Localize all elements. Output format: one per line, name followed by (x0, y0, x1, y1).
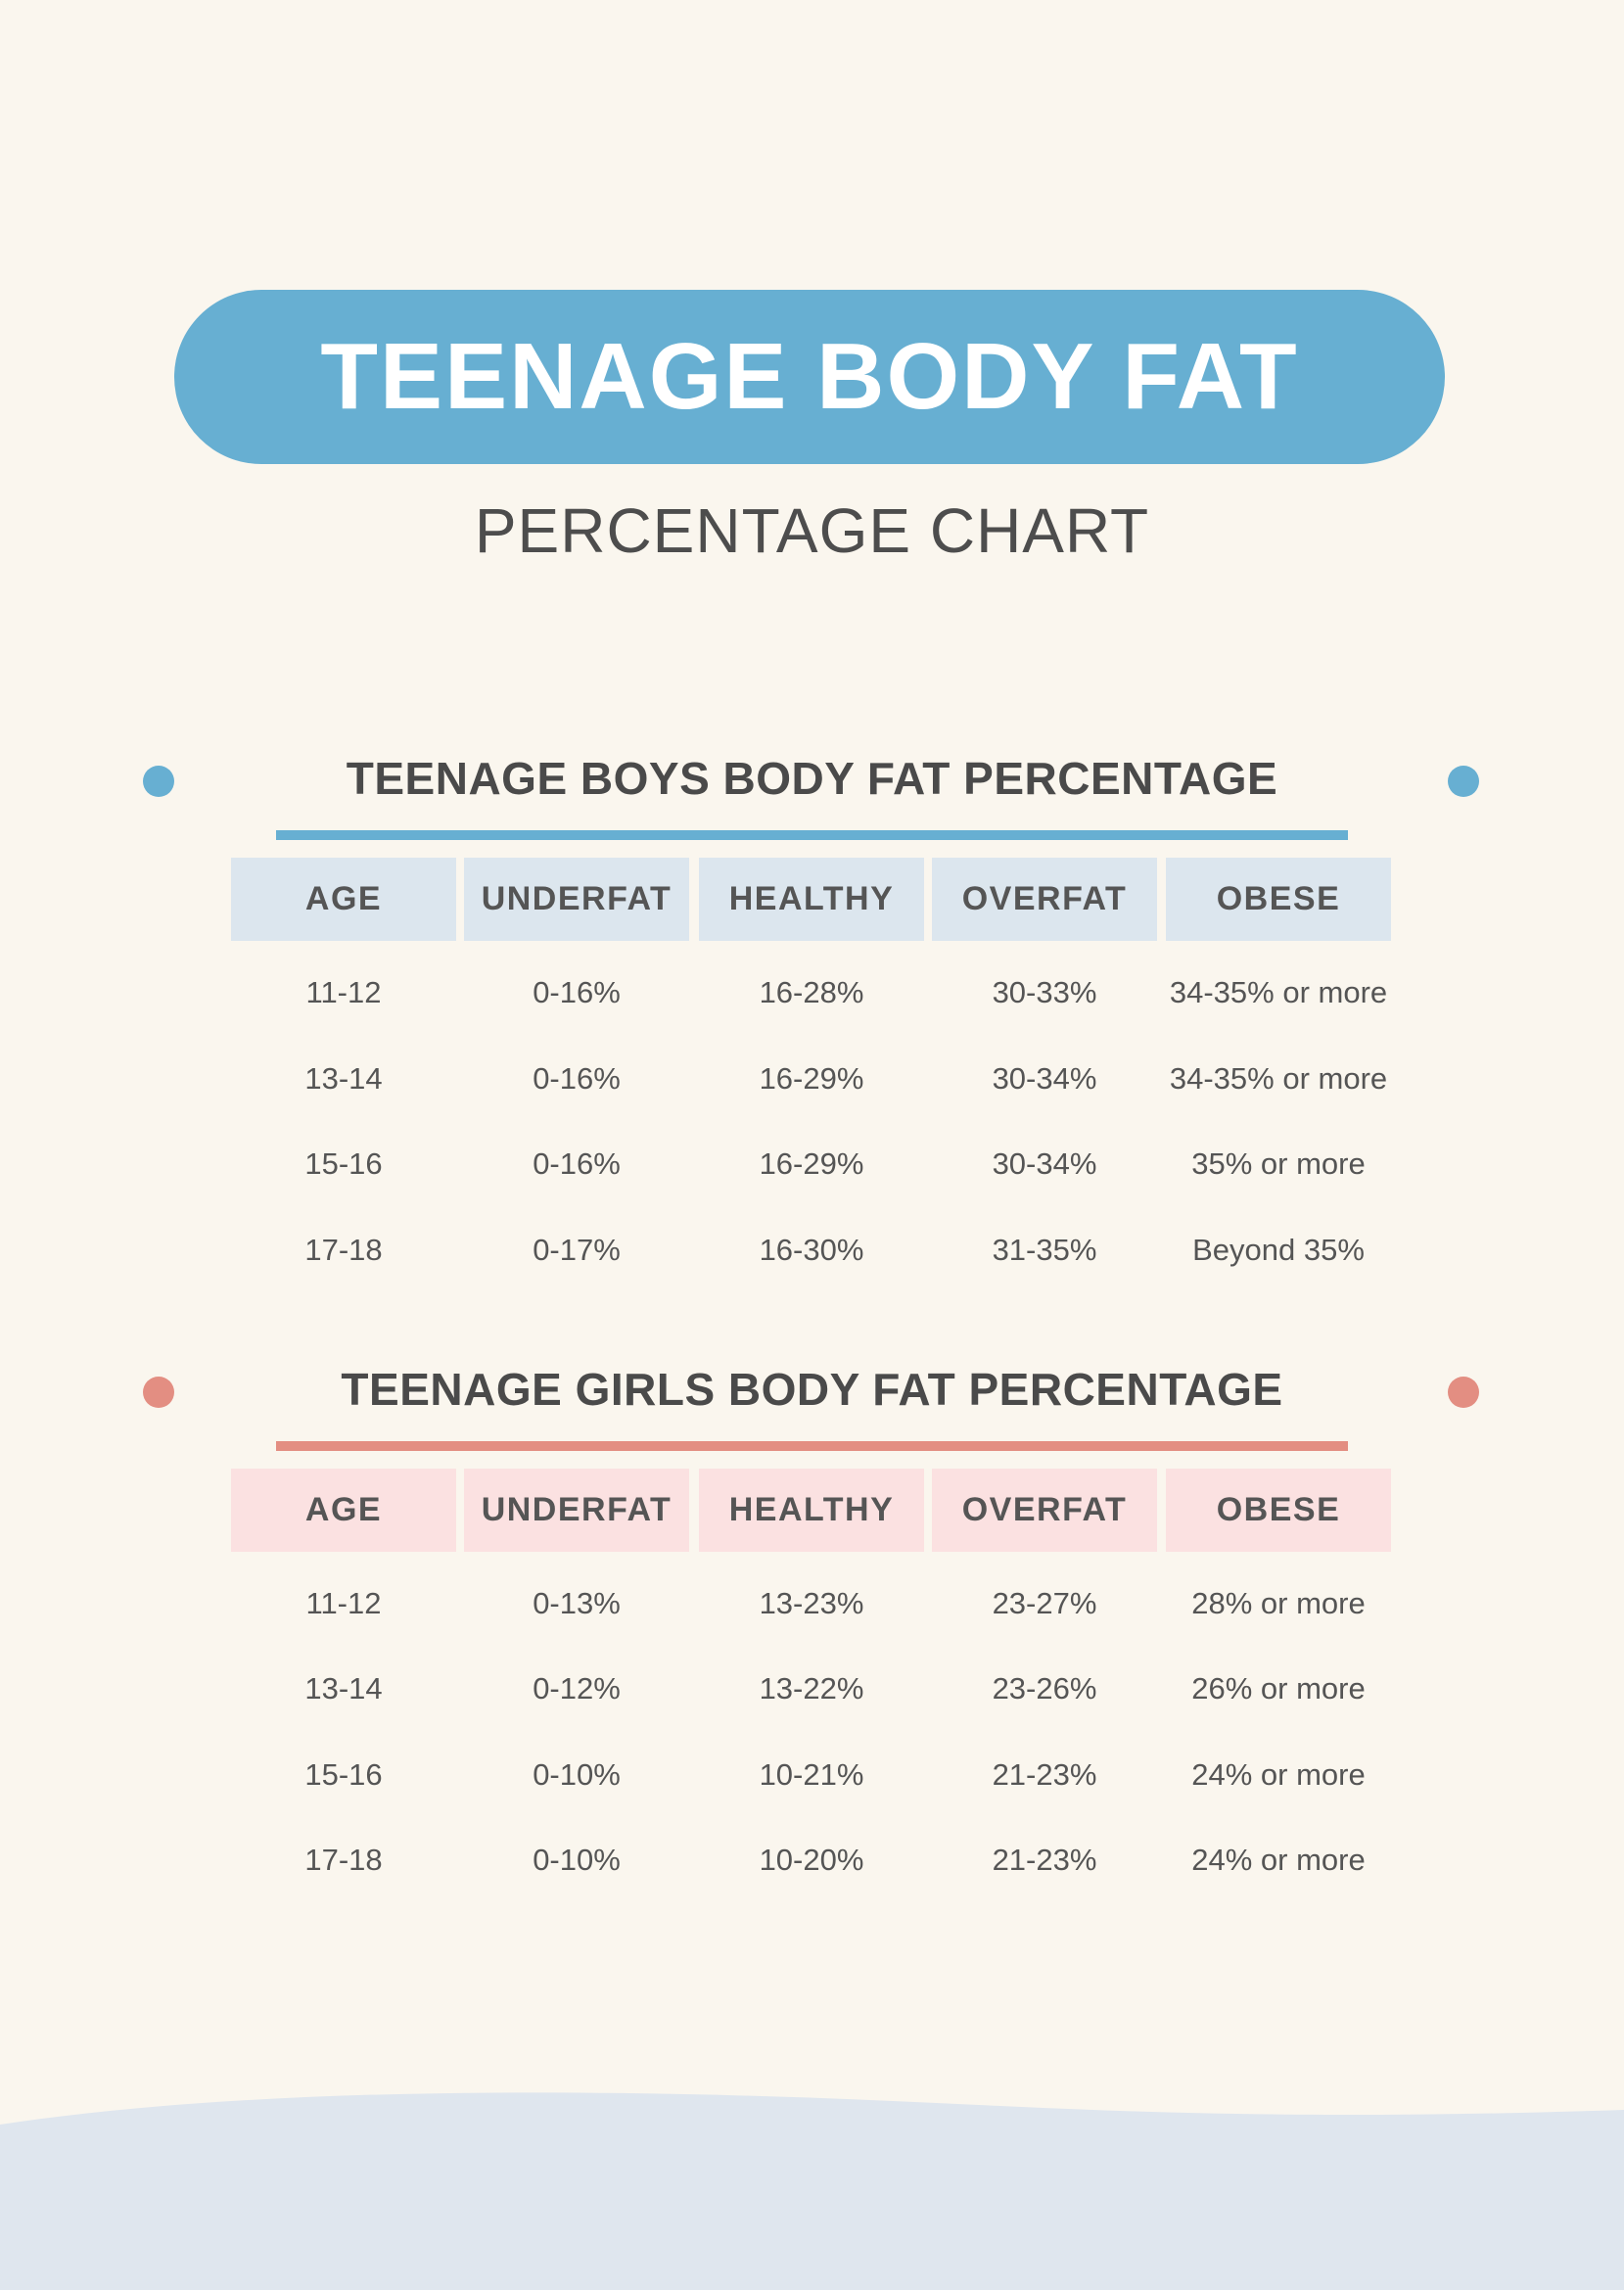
boys-header-healthy: HEALTHY (699, 858, 924, 941)
boys-header-overfat: OVERFAT (932, 858, 1157, 941)
boys-header-underfat: UNDERFAT (464, 858, 689, 941)
table-cell: 0-16% (533, 975, 621, 1009)
table-cell: 34-35% or more (1169, 1061, 1388, 1096)
table-cell: 11-12 (305, 1586, 382, 1620)
table-cell: 23-27% (992, 1586, 1097, 1620)
table-cell: 30-33% (992, 975, 1097, 1009)
table-cell: 16-28% (759, 975, 864, 1009)
girls-header-age: AGE (231, 1469, 456, 1552)
table-cell: 13-14 (304, 1061, 383, 1096)
table-cell: 13-23% (759, 1586, 864, 1620)
table-cell: 17-18 (304, 1843, 383, 1877)
bottom-wave-decoration (0, 2092, 1624, 2290)
boys-title-underline (276, 830, 1348, 840)
boys-header-age: AGE (231, 858, 456, 941)
table-cell: 26% or more (1191, 1671, 1366, 1706)
table-cell: 24% or more (1191, 1843, 1366, 1877)
boys-right-dot (1448, 766, 1479, 797)
title-banner: TEENAGE BODY FAT (174, 290, 1445, 464)
table-cell: 31-35% (992, 1233, 1097, 1267)
table-cell: 30-34% (992, 1146, 1097, 1181)
table-cell: 24% or more (1191, 1757, 1366, 1792)
boys-table-title: TEENAGE BOYS BODY FAT PERCENTAGE (346, 753, 1278, 804)
girls-right-dot (1448, 1377, 1479, 1408)
table-cell: 0-10% (533, 1757, 621, 1792)
table-cell: 17-18 (304, 1233, 383, 1267)
girls-table-title: TEENAGE GIRLS BODY FAT PERCENTAGE (341, 1364, 1283, 1415)
table-cell: 13-14 (304, 1671, 383, 1706)
girls-header-overfat: OVERFAT (932, 1469, 1157, 1552)
girls-header-healthy: HEALTHY (699, 1469, 924, 1552)
table-cell: 0-10% (533, 1843, 621, 1877)
boys-left-dot (143, 766, 174, 797)
table-cell: 11-12 (305, 975, 382, 1009)
table-cell: 0-13% (533, 1586, 621, 1620)
table-cell: 15-16 (304, 1146, 383, 1181)
table-cell: 21-23% (992, 1843, 1097, 1877)
table-cell: 0-17% (533, 1233, 621, 1267)
table-cell: Beyond 35% (1192, 1233, 1365, 1267)
page-subtitle: PERCENTAGE CHART (474, 495, 1150, 566)
girls-title-underline (276, 1441, 1348, 1451)
girls-header-underfat: UNDERFAT (464, 1469, 689, 1552)
table-cell: 0-16% (533, 1061, 621, 1096)
table-cell: 0-12% (533, 1671, 621, 1706)
table-cell: 10-20% (759, 1843, 864, 1877)
table-cell: 28% or more (1191, 1586, 1366, 1620)
girls-left-dot (143, 1377, 174, 1408)
table-cell: 16-29% (759, 1146, 864, 1181)
table-cell: 0-16% (533, 1146, 621, 1181)
girls-header-obese: OBESE (1166, 1469, 1391, 1552)
table-cell: 15-16 (304, 1757, 383, 1792)
table-cell: 16-29% (759, 1061, 864, 1096)
table-cell: 21-23% (992, 1757, 1097, 1792)
boys-header-obese: OBESE (1166, 858, 1391, 941)
table-cell: 30-34% (992, 1061, 1097, 1096)
table-cell: 10-21% (759, 1757, 864, 1792)
table-cell: 23-26% (992, 1671, 1097, 1706)
page-title: TEENAGE BODY FAT (320, 324, 1299, 429)
table-cell: 34-35% or more (1169, 975, 1388, 1009)
table-cell: 35% or more (1191, 1146, 1366, 1181)
table-cell: 13-22% (759, 1671, 864, 1706)
table-cell: 16-30% (759, 1233, 864, 1267)
